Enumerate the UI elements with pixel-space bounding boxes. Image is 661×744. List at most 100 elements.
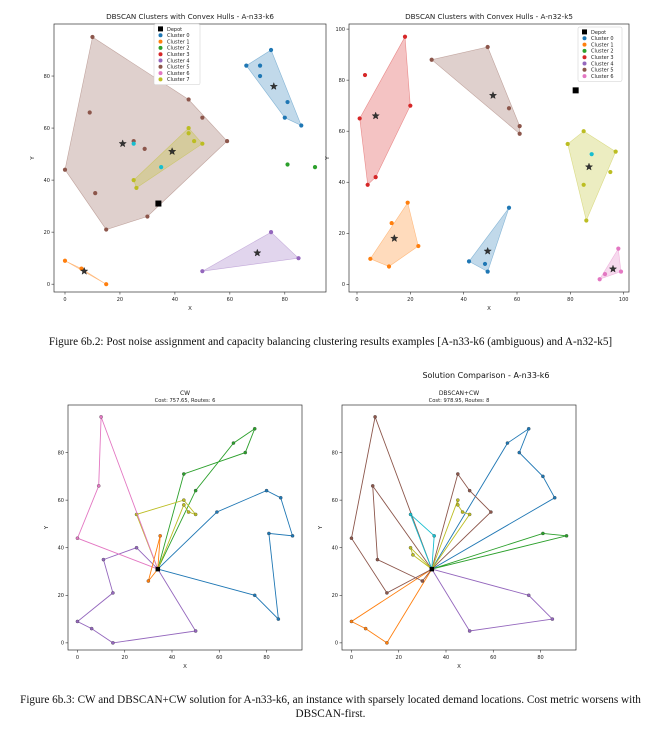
route-stop (456, 498, 460, 502)
cluster-point (131, 141, 136, 146)
route-stop (552, 496, 557, 500)
cluster-point (368, 256, 373, 261)
route-stop (215, 510, 219, 514)
legend-swatch (158, 77, 163, 82)
cluster-point (616, 246, 621, 251)
y-tick-label: 40 (332, 546, 338, 552)
y-axis-label: Y (30, 156, 36, 161)
route-stop (278, 496, 283, 500)
route-stop (158, 534, 162, 538)
cluster-point (244, 63, 249, 68)
legend-swatch (158, 58, 163, 63)
route-stop (564, 534, 569, 538)
y-tick-label: 40 (339, 180, 345, 186)
chart-title: CW (180, 390, 190, 397)
cluster-hull (359, 35, 411, 186)
route-stop (182, 498, 186, 502)
route-stop (186, 510, 191, 514)
cluster-centroid-star (269, 82, 278, 90)
cluster-point (87, 110, 92, 115)
legend-label: Cluster 0 (167, 33, 190, 39)
cluster-point (365, 182, 370, 187)
x-tick-label: 20 (117, 297, 123, 303)
legend-label: Cluster 1 (591, 42, 614, 48)
chart-subtitle: Cost: 978.95, Routes: 8 (429, 398, 490, 404)
x-tick-label: 80 (282, 297, 288, 303)
legend-label: Cluster 7 (167, 77, 190, 83)
cluster-point (200, 115, 205, 120)
route-line (372, 484, 433, 582)
legend-label: Cluster 1 (167, 39, 190, 45)
y-tick-label: 20 (332, 593, 338, 599)
route-stop (89, 626, 94, 631)
x-tick-label: 80 (263, 655, 269, 661)
cluster-point (257, 63, 263, 68)
figure-6b3-suptitle: Solution Comparison - A-n33-k6 (422, 371, 550, 380)
figure-6b3-caption: Figure 6b.3: CW and DBSCAN+CW solution f… (20, 694, 641, 720)
legend-label: Cluster 0 (591, 36, 614, 42)
x-tick-label: 80 (537, 655, 543, 661)
x-tick-label: 60 (514, 297, 520, 303)
cluster-point (90, 34, 95, 40)
route-stop (264, 488, 269, 493)
y-tick-label: 20 (58, 593, 64, 599)
cluster-centroid-star (253, 248, 262, 257)
legend-swatch (582, 67, 587, 72)
route-line (431, 568, 554, 632)
depot-marker (572, 87, 579, 94)
y-tick-label: 20 (44, 230, 50, 236)
cluster-point (482, 261, 488, 267)
legend-swatch (158, 33, 163, 38)
x-tick-label: 40 (172, 297, 178, 303)
cluster-centroid-star (168, 147, 177, 155)
route-stop (411, 553, 415, 557)
cluster-point (389, 220, 394, 226)
cluster-point (466, 259, 472, 264)
route-stop (363, 626, 368, 631)
cluster-point (200, 141, 205, 146)
route-stop (193, 488, 198, 493)
legend-swatch (582, 42, 587, 47)
cluster-point (362, 72, 368, 78)
cluster-point (357, 116, 362, 121)
route-stop (460, 510, 465, 514)
cluster-point (485, 269, 490, 274)
route-line (410, 547, 433, 570)
cluster-point (485, 44, 490, 50)
y-tick-label: 80 (58, 450, 64, 456)
legend-swatch (158, 52, 163, 57)
x-tick-label: 40 (443, 655, 449, 661)
cluster-point (142, 146, 147, 151)
y-tick-label: 60 (44, 126, 50, 132)
cluster-point (159, 165, 164, 170)
cluster-hull (431, 46, 520, 135)
y-tick-label: 0 (342, 282, 345, 288)
cluster-point (268, 47, 274, 53)
route-line (431, 499, 471, 570)
depot-marker (155, 566, 161, 572)
figure-6b2-caption: Figure 6b.2: Post noise assignment and c… (48, 336, 613, 348)
x-tick-label: 20 (396, 655, 402, 661)
legend-swatch (158, 71, 163, 76)
route-stop (432, 534, 436, 538)
cluster-point (104, 227, 109, 232)
route-stop (467, 488, 472, 493)
route-stop (408, 545, 413, 550)
route-line (76, 547, 197, 644)
cluster-point (224, 138, 230, 144)
legend-label: Cluster 2 (591, 49, 614, 55)
cluster-point (618, 269, 624, 274)
cluster-point (296, 256, 301, 261)
route-stop (99, 415, 103, 419)
route-stop (550, 617, 555, 621)
route-stop (182, 472, 186, 476)
x-tick-label: 20 (407, 297, 413, 303)
route-stop (456, 503, 460, 507)
route-stop (75, 619, 80, 624)
route-stop (101, 557, 106, 562)
cluster-point (584, 218, 589, 223)
route-stop (252, 427, 257, 431)
route-stop (267, 531, 271, 536)
